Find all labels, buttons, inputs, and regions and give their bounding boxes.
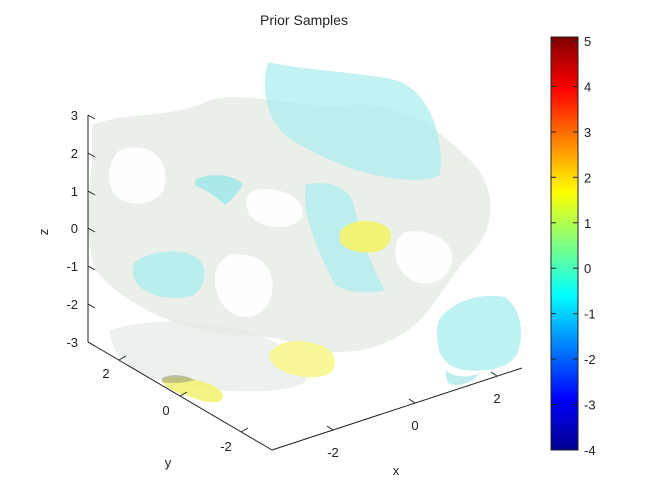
chart-title: Prior Samples	[260, 12, 348, 28]
z-tick-label: 0	[71, 221, 78, 236]
z-tick-label: -3	[66, 335, 78, 350]
colorbar: 5 4 3 2 1 0 -1 -2 -3 -4	[550, 34, 596, 458]
y-tick-label: 0	[162, 403, 169, 418]
isosurface-level-1-5-left-shadow	[162, 375, 195, 384]
colorbar-tick-label: 2	[584, 170, 591, 185]
colorbar-tick-label: 0	[584, 261, 591, 276]
colorbar-tick-label: 4	[584, 79, 591, 94]
x-tick-labels: -2 0 2	[327, 391, 500, 460]
x-tick-label: 2	[493, 391, 500, 406]
z-axis-label: z	[36, 229, 51, 236]
z-tick-label: -2	[66, 297, 78, 312]
y-axis-label: y	[165, 455, 172, 470]
isosurface-level-0-holes	[108, 147, 453, 317]
z-tick-label: 3	[71, 108, 78, 123]
z-tick-label: 2	[71, 146, 78, 161]
isosurface-level-neg1-right	[436, 295, 522, 371]
colorbar-tick-label: -3	[584, 398, 596, 413]
x-axis-label: x	[393, 463, 400, 478]
colorbar-tick-label: -2	[584, 352, 596, 367]
isosurface-level-1-5-left	[162, 377, 224, 403]
x-tick-label: 0	[411, 418, 418, 433]
isosurface-level-1-5-center	[340, 220, 391, 253]
x-axis-line	[271, 367, 523, 451]
isosurface-level-neg1-top	[264, 62, 441, 180]
tick-marks	[87, 114, 498, 433]
colorbar-tick-label: 3	[584, 125, 591, 140]
z-tick-labels: 3 2 1 0 -1 -2 -3	[66, 108, 78, 350]
isosurface-level-neg1-shadow	[445, 370, 480, 385]
isosurface-level-1-5-lower	[269, 340, 335, 378]
y-tick-labels: 2 0 -2	[102, 366, 231, 454]
isosurface-level-neg1-left	[132, 251, 205, 298]
y-tick-label: -2	[220, 439, 232, 454]
colorbar-ticks: 5 4 3 2 1 0 -1 -2 -3 -4	[551, 34, 596, 458]
colorbar-tick-label: 5	[584, 34, 591, 49]
z-tick-label: 1	[71, 184, 78, 199]
colorbar-tick-label: -4	[584, 443, 596, 458]
colorbar-tick-label: -1	[584, 307, 596, 322]
isosurface-plot	[88, 62, 522, 403]
x-tick-label: -2	[327, 445, 339, 460]
colorbar-scale	[550, 36, 579, 451]
isosurface-level-neg1-small	[195, 175, 243, 205]
colorbar-tick-label: 1	[584, 216, 591, 231]
isosurface-level-0-lower	[110, 321, 309, 392]
z-tick-label: -1	[66, 259, 78, 274]
y-tick-label: 2	[102, 366, 109, 381]
